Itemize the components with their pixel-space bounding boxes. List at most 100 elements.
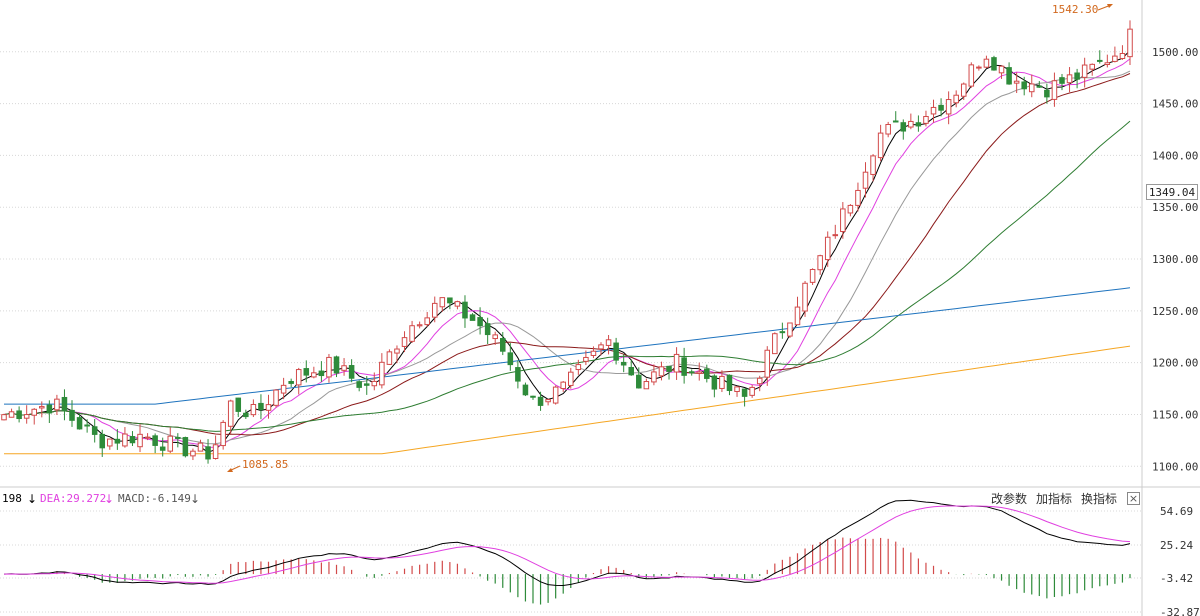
candle-body <box>620 361 627 366</box>
candle <box>847 204 854 217</box>
candle-body <box>507 352 514 366</box>
candle-body <box>265 404 272 411</box>
candle-body <box>16 410 22 420</box>
candle-body <box>295 369 302 386</box>
dif-line <box>3 499 1131 587</box>
candle-body <box>930 106 937 115</box>
candle-body <box>704 368 710 379</box>
candle-body <box>666 365 672 372</box>
candle-body <box>530 395 536 398</box>
candle <box>54 394 60 415</box>
ma5-line <box>3 50 1131 453</box>
candle <box>394 345 400 364</box>
candle-body <box>953 94 959 104</box>
candle-body <box>129 436 136 444</box>
close-icon[interactable]: × <box>1127 492 1140 505</box>
high-annotation-label: 1542.30 <box>1052 3 1098 16</box>
candle-body <box>885 124 891 135</box>
candle-body <box>840 208 846 232</box>
candle-body <box>1089 63 1095 70</box>
candle-body <box>499 338 506 352</box>
candle-body <box>1006 67 1012 85</box>
candle <box>900 119 907 140</box>
candle <box>341 358 347 376</box>
macd-lines <box>3 499 1131 587</box>
candle-body <box>273 389 279 406</box>
candle-body <box>424 317 430 326</box>
candle <box>666 365 672 380</box>
candle <box>749 384 755 398</box>
candle-body <box>303 368 310 376</box>
candle <box>515 360 521 389</box>
candle-body <box>431 302 438 318</box>
candle-body <box>462 301 468 319</box>
candle <box>235 397 242 417</box>
candle <box>877 124 884 162</box>
candle <box>779 322 786 339</box>
candle <box>175 433 181 448</box>
add-indicator-button[interactable]: 加指标 <box>1036 492 1073 506</box>
candle-body <box>560 381 566 390</box>
candle-body <box>1066 74 1073 84</box>
candle-body <box>91 426 98 435</box>
candle-body <box>960 83 967 97</box>
candle-body <box>39 406 45 409</box>
candle-body <box>870 155 876 175</box>
candle-body <box>205 446 211 460</box>
candle-body <box>235 397 242 412</box>
candle-body <box>54 398 60 411</box>
candle <box>651 364 657 386</box>
candle <box>348 359 355 383</box>
switch-indicator-button[interactable]: 换指标 <box>1081 492 1118 506</box>
candle <box>938 98 944 117</box>
candle <box>1127 20 1133 66</box>
candle <box>197 439 204 452</box>
dea-line <box>3 505 1131 584</box>
candle-body <box>1059 77 1065 84</box>
candle-body <box>726 374 733 392</box>
candle <box>832 224 839 239</box>
candle-body <box>1081 64 1088 78</box>
candle-body <box>61 396 68 412</box>
candle <box>129 431 136 447</box>
candle-body <box>908 120 914 128</box>
candle <box>227 399 234 434</box>
candle-body <box>326 356 332 378</box>
candle-body <box>1104 62 1111 66</box>
candle <box>1 413 7 421</box>
candle <box>46 400 53 424</box>
macd-tick-label: -32.87 <box>1160 606 1200 616</box>
candle <box>605 335 612 355</box>
candle <box>628 359 635 376</box>
candle <box>983 55 990 69</box>
candle-body <box>605 339 612 346</box>
candle-body <box>1 414 7 421</box>
current-price-badge: 1349.04 <box>1146 184 1198 200</box>
candle-body <box>945 99 952 115</box>
price-tick-label: 1100.00 <box>1152 460 1198 473</box>
candle <box>1013 72 1020 94</box>
candle <box>930 99 937 123</box>
candle <box>991 55 997 71</box>
candle-body <box>764 349 771 378</box>
candle-body <box>681 357 687 376</box>
candle-body <box>968 64 975 87</box>
candle <box>182 436 189 458</box>
change-params-button[interactable]: 改参数 <box>991 492 1028 506</box>
candle <box>431 296 438 323</box>
legend-dif-arrow-icon: ↓ <box>27 492 37 506</box>
candle-body <box>568 371 574 386</box>
price-tick-label: 1200.00 <box>1152 357 1198 370</box>
candle <box>507 343 514 371</box>
legend-macd: MACD:-6.149 <box>118 492 191 505</box>
candle-body <box>1021 81 1027 90</box>
candle <box>326 353 332 383</box>
candle <box>923 110 929 127</box>
candle-body <box>454 301 461 307</box>
candle <box>416 321 423 329</box>
candle <box>273 389 279 408</box>
candle <box>756 375 763 392</box>
candle-body <box>363 383 370 386</box>
candle <box>817 254 823 275</box>
